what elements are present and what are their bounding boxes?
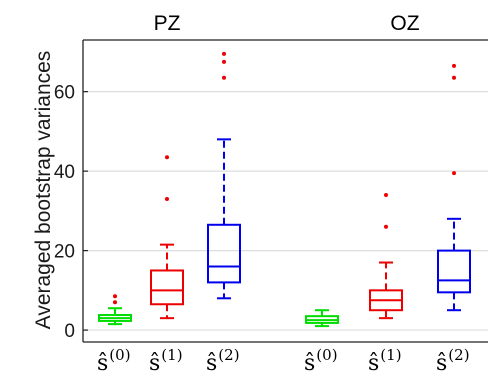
axes xyxy=(82,39,488,343)
x-tick-labels: ŝ(0) ŝ(1) ŝ(2) ŝ(0) ŝ(1) ŝ(2) xyxy=(97,346,470,376)
outlier-pz-0-0 xyxy=(113,300,117,305)
box-pz-1 xyxy=(150,155,184,320)
y-tick-labels: 0 20 40 60 xyxy=(54,83,75,342)
box-pz-2 xyxy=(207,51,241,300)
box-pz-0 xyxy=(98,294,132,326)
x-tick-label-oz-0: ŝ(0) xyxy=(304,346,338,376)
outlier-pz-1-0 xyxy=(165,196,169,201)
panel-title-oz: OZ xyxy=(390,12,419,35)
x-tick-label-sup-pz-1: (1) xyxy=(161,346,182,364)
y-tick-label-60: 60 xyxy=(54,83,75,104)
box-iqr-pz-2 xyxy=(207,223,241,284)
x-tick-label-sup-oz-2: (2) xyxy=(448,346,469,364)
y-tick-label-0: 0 xyxy=(64,321,75,342)
grid-lines xyxy=(83,91,488,331)
y-tick-label-20: 20 xyxy=(54,242,75,263)
x-tick-label-pz-2: ŝ(2) xyxy=(206,346,240,376)
outlier-oz-2-2 xyxy=(452,63,456,68)
box-oz-0 xyxy=(305,309,339,328)
x-tick-label-base-pz-1: ŝ xyxy=(149,351,160,376)
y-tick-label-40: 40 xyxy=(54,162,75,183)
box-iqr-oz-2 xyxy=(437,249,471,294)
x-tick-label-sup-pz-2: (2) xyxy=(218,346,239,364)
outlier-oz-2-0 xyxy=(452,171,456,176)
x-tick-label-base-pz-0: ŝ xyxy=(97,351,108,376)
x-tick-label-sup-oz-0: (0) xyxy=(316,346,337,364)
outlier-pz-1-1 xyxy=(165,155,169,160)
x-tick-label-base-oz-0: ŝ xyxy=(304,351,315,376)
x-tick-label-oz-2: ŝ(2) xyxy=(436,346,470,376)
outlier-oz-1-1 xyxy=(384,192,388,197)
box-iqr-pz-1 xyxy=(150,269,184,306)
x-tick-label-pz-0: ŝ(0) xyxy=(97,346,131,376)
outlier-pz-2-2 xyxy=(222,51,226,56)
outlier-pz-2-1 xyxy=(222,59,226,64)
outlier-oz-1-0 xyxy=(384,224,388,229)
x-tick-label-sup-oz-1: (1) xyxy=(380,346,401,364)
x-tick-label-oz-1: ŝ(1) xyxy=(368,346,402,376)
box-oz-2 xyxy=(437,63,471,312)
panel-titles: PZ OZ xyxy=(154,12,420,35)
box-oz-1 xyxy=(369,192,403,320)
x-tick-label-base-oz-2: ŝ xyxy=(436,351,447,376)
box-plot-marks xyxy=(98,51,471,328)
x-tick-label-base-pz-2: ŝ xyxy=(206,351,217,376)
outlier-pz-2-0 xyxy=(222,75,226,80)
x-tick-label-base-oz-1: ŝ xyxy=(368,351,379,376)
outlier-oz-2-1 xyxy=(452,75,456,80)
y-axis-label: Averaged bootstrap variances xyxy=(32,51,55,330)
x-tick-label-pz-1: ŝ(1) xyxy=(149,346,183,376)
panel-title-pz: PZ xyxy=(154,12,181,35)
x-tick-label-sup-pz-0: (0) xyxy=(109,346,130,364)
outlier-pz-0-1 xyxy=(113,294,117,299)
